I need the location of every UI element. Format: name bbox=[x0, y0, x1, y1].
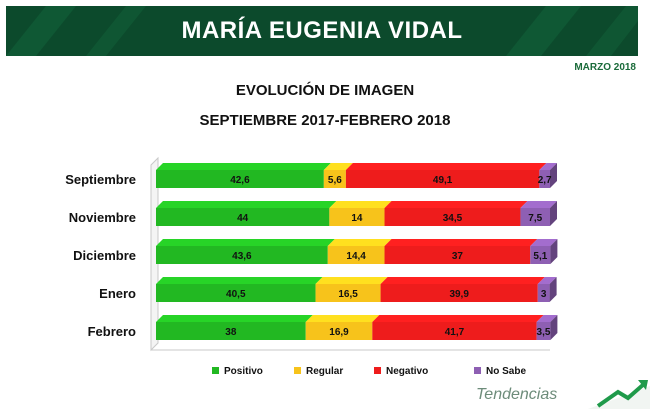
data-label: 49,1 bbox=[433, 175, 453, 186]
bar-top bbox=[156, 163, 331, 170]
chart-title: EVOLUCIÓN DE IMAGEN bbox=[235, 82, 415, 99]
data-label: 41,7 bbox=[445, 327, 465, 338]
bar-segment bbox=[327, 246, 385, 264]
bar-segment bbox=[372, 322, 537, 340]
legend-swatch bbox=[374, 367, 381, 374]
category-label: Diciembre bbox=[73, 248, 136, 263]
category-label: Septiembre bbox=[65, 172, 136, 187]
bar-segment bbox=[156, 170, 324, 188]
bar-segment bbox=[345, 170, 540, 188]
data-label: 44 bbox=[237, 213, 249, 224]
bar-segment bbox=[315, 284, 381, 302]
bar-top bbox=[384, 201, 528, 208]
data-label: 40,5 bbox=[226, 289, 246, 300]
trend-arrow-icon bbox=[468, 380, 650, 409]
category-label: Noviembre bbox=[69, 210, 136, 225]
bar-segment bbox=[156, 208, 330, 226]
data-label: 42,6 bbox=[230, 175, 250, 186]
data-label: 16,9 bbox=[329, 327, 349, 338]
data-label: 5,6 bbox=[328, 175, 342, 186]
report-date: MARZO 2018 bbox=[574, 62, 636, 73]
bar-top bbox=[536, 315, 558, 322]
legend-swatch bbox=[294, 367, 301, 374]
bar-segment bbox=[537, 284, 550, 302]
banner-stripes bbox=[6, 6, 638, 56]
bar-top bbox=[329, 201, 392, 208]
legend-label: Positivo bbox=[224, 366, 263, 377]
bar-segment bbox=[323, 170, 346, 188]
data-label: 14,4 bbox=[346, 251, 366, 262]
bar-top bbox=[539, 163, 557, 170]
legend-label: No Sabe bbox=[486, 366, 526, 377]
bar-top bbox=[305, 315, 380, 322]
bar-top bbox=[156, 277, 323, 284]
chart-subtitle: SEPTIEMBRE 2017-FEBRERO 2018 bbox=[199, 112, 451, 129]
bar-segment bbox=[156, 322, 306, 340]
bar-segment bbox=[305, 322, 373, 340]
bar-segment bbox=[156, 246, 328, 264]
bar-top bbox=[380, 277, 545, 284]
bar-segment bbox=[530, 246, 551, 264]
bar-side bbox=[550, 163, 557, 188]
bar-side bbox=[550, 201, 557, 226]
legend-swatch bbox=[212, 367, 219, 374]
bar-top bbox=[520, 201, 557, 208]
data-label: 34,5 bbox=[443, 213, 463, 224]
data-label: 43,6 bbox=[232, 251, 252, 262]
bar-top bbox=[156, 201, 337, 208]
bar-segment bbox=[539, 170, 550, 188]
bar-top bbox=[156, 239, 335, 246]
data-label: 3 bbox=[541, 289, 547, 300]
legend-label: Regular bbox=[306, 366, 343, 377]
bar-top bbox=[315, 277, 388, 284]
legend-label: Negativo bbox=[386, 366, 428, 377]
data-label: 37 bbox=[452, 251, 464, 262]
bar-segment bbox=[536, 322, 551, 340]
bar-segment bbox=[329, 208, 385, 226]
data-label: 7,5 bbox=[528, 213, 542, 224]
bar-top bbox=[372, 315, 544, 322]
data-label: 5,1 bbox=[533, 251, 547, 262]
bar-top bbox=[323, 163, 353, 170]
bar-segment bbox=[380, 284, 538, 302]
bar-segment bbox=[520, 208, 550, 226]
data-label: 16,5 bbox=[338, 289, 358, 300]
bar-top bbox=[345, 163, 547, 170]
bar-top bbox=[384, 239, 538, 246]
bar-top bbox=[156, 315, 313, 322]
bar-segment bbox=[384, 246, 531, 264]
data-label: 39,9 bbox=[449, 289, 469, 300]
bar-segment bbox=[156, 284, 316, 302]
bar-segment bbox=[384, 208, 521, 226]
bar-top bbox=[537, 277, 557, 284]
page-title: MARÍA EUGENIA VIDAL bbox=[181, 17, 463, 44]
category-label: Febrero bbox=[88, 324, 136, 339]
bar-top bbox=[530, 239, 558, 246]
data-label: 38 bbox=[225, 327, 237, 338]
bar-top bbox=[327, 239, 392, 246]
data-label: 2,7 bbox=[538, 175, 552, 186]
legend-swatch bbox=[474, 367, 481, 374]
brand-logo-text: Tendencias bbox=[476, 386, 558, 403]
bar-side bbox=[550, 239, 558, 264]
title-banner: MARÍA EUGENIA VIDAL bbox=[6, 6, 638, 56]
category-label: Enero bbox=[99, 286, 136, 301]
data-label: 14 bbox=[351, 213, 363, 224]
data-label: 3,5 bbox=[537, 327, 551, 338]
bar-side bbox=[550, 315, 558, 340]
bar-side bbox=[549, 277, 557, 302]
